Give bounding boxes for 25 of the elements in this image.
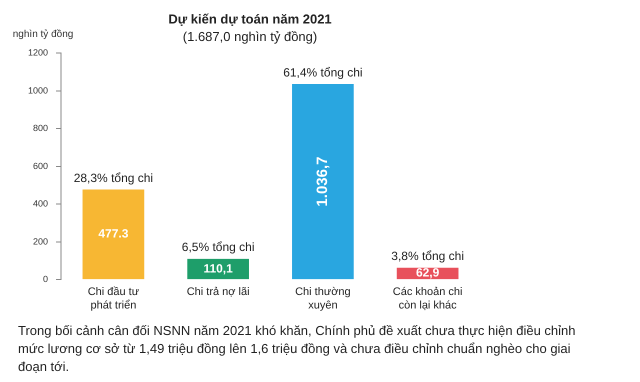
chart-title: Dự kiến dự toán năm 2021: [168, 11, 332, 26]
data-label: 1.036,7: [314, 156, 332, 207]
y-tick-label: 1200: [28, 48, 48, 58]
y-tick-label: 200: [32, 236, 48, 246]
y-tick-label: 1000: [28, 85, 48, 96]
x-tick-label: Chi thường xuyên: [295, 286, 351, 312]
bar: [82, 190, 144, 280]
y-axis-title: nghìn tỷ đồng: [12, 28, 74, 40]
y-tick-label: 0: [43, 274, 48, 284]
y-tick-label: 400: [32, 198, 48, 209]
data-label: 62,9: [416, 266, 440, 280]
bar: [292, 84, 354, 280]
chart-subtitle: (1.687,0 nghìn tỷ đồng): [182, 28, 318, 44]
annotation: 6,5% tổng chi: [182, 240, 254, 254]
annotation: 28,3% tổng chi: [74, 170, 154, 185]
x-tick-label: Các khoản chi còn lại khác: [392, 286, 462, 312]
annotation: 61,4% tổng chi: [283, 65, 363, 80]
x-tick-label: Chi trả nợ lãi: [186, 286, 250, 298]
x-tick-label: Chi đầu tư phát triển: [88, 286, 140, 312]
annotation: 3,8% tổng chi: [391, 249, 464, 264]
data-label: 110,1: [203, 261, 234, 276]
y-tick-label: 800: [32, 123, 48, 134]
text: Trong bối cảnh cân đối NSNN năm 2021 khó khăn, Chính phủ đề xuất chưa thực hiện điều chỉnh mức lương cơ sở từ 1,49 triệu đồng lên 1,6 triệu đồng và chưa điều chỉnh chuẩn nghèo cho giai đoạn tới.: [18, 322, 576, 376]
y-tick-label: 600: [32, 160, 48, 171]
data-label: 477.3: [98, 226, 129, 241]
